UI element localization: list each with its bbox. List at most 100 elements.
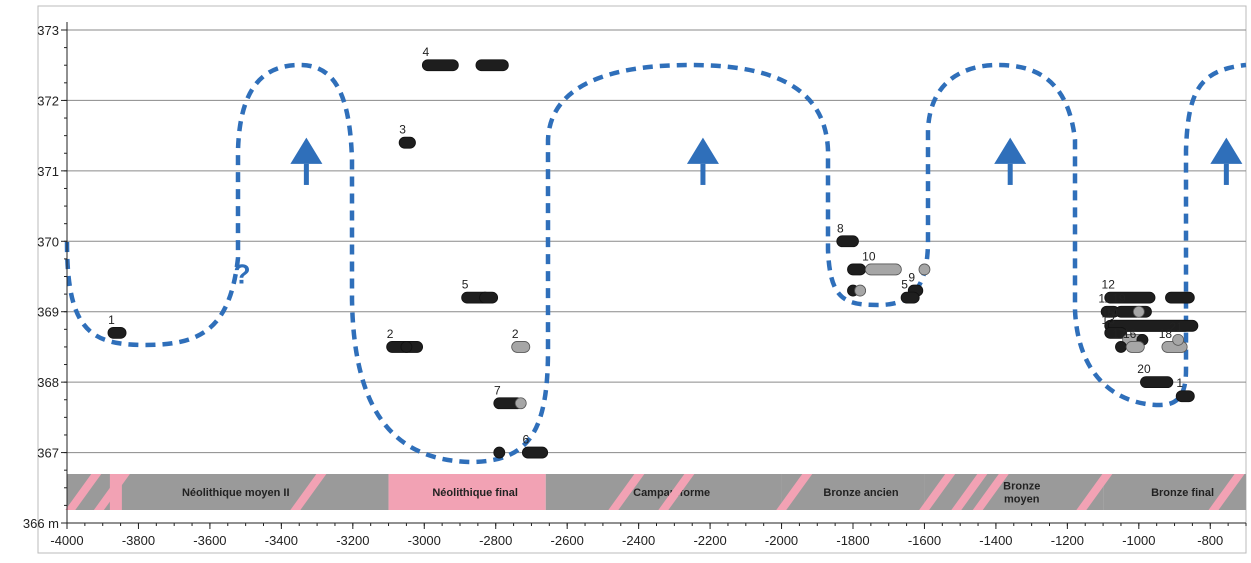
point-label: 1 <box>108 313 115 327</box>
point-label: 6 <box>523 433 530 447</box>
date-range-bar <box>864 263 902 276</box>
x-tick-label: -2800 <box>479 533 512 548</box>
point-label: 14 <box>1105 306 1119 320</box>
point-label: 11 <box>1098 292 1111 306</box>
x-tick-label: -4000 <box>50 533 83 548</box>
x-tick-label: -3400 <box>265 533 298 548</box>
y-tick-label: 371 <box>37 164 59 179</box>
date-range-bar <box>1175 390 1195 403</box>
point-label: 2 <box>387 327 394 341</box>
x-tick-label: -800 <box>1197 533 1223 548</box>
date-range-bar <box>107 326 127 339</box>
date-range-bar <box>1125 341 1145 353</box>
period-transition <box>65 474 102 510</box>
arrow-up-icon <box>1007 163 1013 185</box>
period-label: Bronze <box>1003 481 1040 493</box>
point-label: 5 <box>901 278 908 292</box>
x-tick-label: -1800 <box>836 533 869 548</box>
y-tick-label: 369 <box>37 305 59 320</box>
period-transition <box>776 474 813 510</box>
period-transition <box>951 474 988 510</box>
date-range-bar <box>514 397 527 410</box>
period-transition <box>290 474 327 510</box>
point-label: 9 <box>908 271 915 285</box>
date-range-bar <box>511 341 531 353</box>
point-label: 2 <box>512 327 519 341</box>
x-tick-label: -3800 <box>122 533 155 548</box>
point-label: 4 <box>423 45 430 59</box>
y-tick-label: 367 <box>37 446 59 461</box>
plot-frame <box>37 5 1247 554</box>
x-tick-label: -3200 <box>336 533 369 548</box>
period-segment <box>388 474 546 510</box>
point-label: 18 <box>1159 327 1173 341</box>
arrow-up-icon <box>290 137 323 164</box>
period-label: Néolithique final <box>432 487 518 499</box>
period-transition <box>658 474 695 510</box>
y-tick-label: 372 <box>37 93 59 108</box>
point-label: 13 <box>1102 313 1116 327</box>
date-range-bar <box>1165 291 1195 304</box>
period-transition <box>919 474 956 510</box>
date-range-bar <box>421 59 459 72</box>
period-transition <box>972 474 1009 510</box>
y-tick-label: 370 <box>37 234 59 249</box>
point-label: 21 <box>1169 320 1183 334</box>
date-range-bar <box>854 284 867 297</box>
x-tick-label: -1200 <box>1051 533 1084 548</box>
question-mark: ? <box>234 259 251 290</box>
date-range-bar <box>836 235 859 248</box>
point-label: 1 <box>1176 376 1183 390</box>
point-label: 8 <box>837 221 844 235</box>
date-range-bar <box>1107 319 1199 332</box>
date-range-bar <box>1172 333 1185 346</box>
date-range-bar <box>493 446 506 459</box>
x-tick-label: -2400 <box>622 533 655 548</box>
point-label: 17 <box>1112 327 1126 341</box>
x-tick-label: -2200 <box>693 533 726 548</box>
x-tick-label: -1600 <box>908 533 941 548</box>
y-tick-label: 373 <box>37 23 59 38</box>
period-transition <box>608 474 645 510</box>
date-range-bar <box>1104 291 1156 304</box>
point-label: 19 <box>1112 292 1126 306</box>
period-segment <box>924 474 1104 510</box>
y-tick-label: 368 <box>37 375 59 390</box>
period-transition <box>1076 474 1113 510</box>
date-range-bar <box>847 263 867 276</box>
arrow-up-icon <box>1223 163 1229 185</box>
period-label: moyen <box>1004 494 1040 506</box>
x-tick-label: -2600 <box>551 533 584 548</box>
x-tick-label: -3000 <box>408 533 441 548</box>
date-range-bar <box>521 446 549 459</box>
point-label: 3 <box>399 123 406 137</box>
arrow-up-icon <box>686 137 719 164</box>
point-label: 10 <box>862 249 876 263</box>
date-range-bar <box>479 291 499 304</box>
date-range-bar <box>398 136 416 149</box>
arrow-up-icon <box>700 163 706 185</box>
date-range-bar <box>400 341 413 353</box>
point-label: 7 <box>494 383 501 397</box>
point-label: 5 <box>462 278 469 292</box>
date-range-bar <box>1115 341 1127 353</box>
period-label: Néolithique moyen II <box>182 487 290 499</box>
period-transition <box>109 474 122 510</box>
point-label: 15 <box>1102 306 1116 320</box>
period-label: Bronze ancien <box>823 487 898 499</box>
x-tick-label: -1400 <box>979 533 1012 548</box>
water-level-loop <box>64 62 1247 465</box>
arrow-up-icon <box>1210 137 1243 164</box>
x-tick-label: -3600 <box>193 533 226 548</box>
water-level-loops: ? <box>64 62 1247 465</box>
arrow-up-icon <box>303 163 309 185</box>
y-tick-label: 366 m <box>23 516 59 531</box>
arrow-up-icon <box>994 137 1027 164</box>
date-range-bar <box>1104 326 1127 339</box>
point-label: 12 <box>1102 278 1116 292</box>
grid-lines <box>67 29 1246 454</box>
